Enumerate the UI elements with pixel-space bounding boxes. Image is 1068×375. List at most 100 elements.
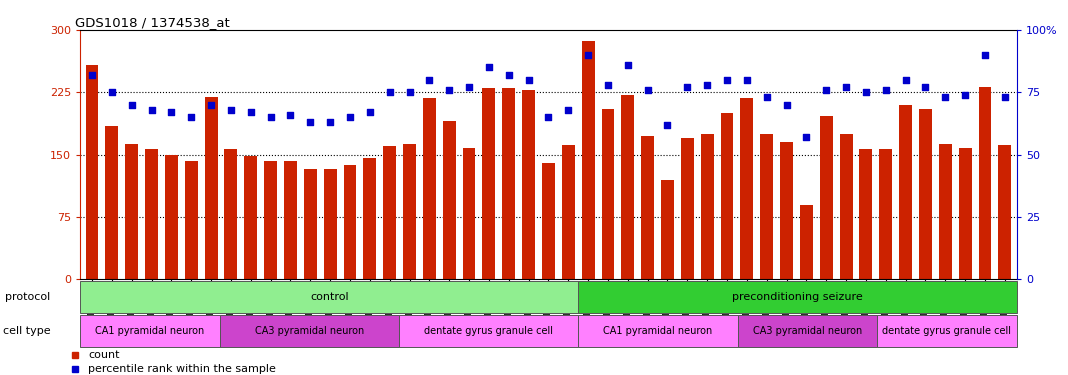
Point bbox=[400, 89, 418, 95]
Point bbox=[104, 89, 121, 95]
Bar bbox=[224, 149, 237, 279]
Text: percentile rank within the sample: percentile rank within the sample bbox=[88, 364, 276, 374]
Point bbox=[302, 119, 319, 125]
Point bbox=[162, 109, 179, 115]
Bar bbox=[324, 169, 336, 279]
Bar bbox=[383, 146, 396, 279]
Bar bbox=[661, 180, 674, 279]
Point bbox=[837, 84, 854, 90]
Bar bbox=[601, 109, 614, 279]
Point bbox=[500, 72, 517, 78]
Bar bbox=[106, 126, 119, 279]
Bar bbox=[800, 205, 813, 279]
Bar bbox=[641, 136, 654, 279]
Bar bbox=[738, 315, 877, 347]
Text: CA1 pyramidal neuron: CA1 pyramidal neuron bbox=[603, 326, 712, 336]
Bar bbox=[245, 156, 257, 279]
Point bbox=[123, 102, 140, 108]
Bar bbox=[399, 315, 578, 347]
Point bbox=[659, 122, 676, 128]
Bar bbox=[164, 154, 178, 279]
Bar bbox=[999, 145, 1011, 279]
Bar bbox=[721, 113, 734, 279]
Point bbox=[580, 52, 597, 58]
Point bbox=[639, 87, 656, 93]
Point bbox=[282, 112, 299, 118]
Text: control: control bbox=[310, 292, 348, 302]
Bar bbox=[701, 134, 713, 279]
Bar bbox=[681, 138, 694, 279]
Point bbox=[183, 114, 200, 120]
Bar bbox=[780, 142, 794, 279]
Bar bbox=[363, 158, 376, 279]
Text: preconditioning seizure: preconditioning seizure bbox=[733, 292, 863, 302]
Text: CA3 pyramidal neuron: CA3 pyramidal neuron bbox=[254, 326, 364, 336]
Bar bbox=[622, 95, 634, 279]
Text: dentate gyrus granule cell: dentate gyrus granule cell bbox=[424, 326, 553, 336]
Bar bbox=[578, 281, 1017, 313]
Bar bbox=[443, 122, 456, 279]
Point bbox=[560, 107, 577, 113]
Bar bbox=[582, 41, 595, 279]
Text: cell type: cell type bbox=[2, 326, 50, 336]
Bar bbox=[284, 161, 297, 279]
Point bbox=[758, 94, 775, 100]
Bar bbox=[403, 144, 415, 279]
Bar bbox=[562, 145, 575, 279]
Point bbox=[203, 102, 220, 108]
Point bbox=[858, 89, 875, 95]
Bar bbox=[918, 109, 932, 279]
Point bbox=[342, 114, 359, 120]
Bar bbox=[344, 165, 357, 279]
Bar bbox=[483, 88, 496, 279]
Point bbox=[937, 94, 954, 100]
Bar bbox=[80, 281, 578, 313]
Point bbox=[421, 77, 438, 83]
Point bbox=[818, 87, 835, 93]
Bar bbox=[85, 65, 98, 279]
Text: protocol: protocol bbox=[5, 292, 50, 302]
Point bbox=[520, 77, 537, 83]
Text: count: count bbox=[88, 350, 120, 360]
Bar bbox=[760, 134, 773, 279]
Point bbox=[917, 84, 934, 90]
Bar bbox=[879, 149, 892, 279]
Bar bbox=[462, 148, 475, 279]
Bar bbox=[860, 149, 873, 279]
Bar bbox=[839, 134, 852, 279]
Bar bbox=[220, 315, 399, 347]
Bar bbox=[125, 144, 138, 279]
Point bbox=[481, 64, 498, 70]
Point bbox=[976, 52, 993, 58]
Point bbox=[222, 107, 239, 113]
Point bbox=[957, 92, 974, 98]
Point bbox=[698, 82, 716, 88]
Point bbox=[143, 107, 160, 113]
Bar bbox=[978, 87, 991, 279]
Point bbox=[996, 94, 1014, 100]
Bar bbox=[899, 105, 912, 279]
Bar bbox=[820, 116, 833, 279]
Point bbox=[262, 114, 279, 120]
Point bbox=[381, 89, 398, 95]
Bar bbox=[877, 315, 1017, 347]
Bar bbox=[959, 148, 972, 279]
Point bbox=[798, 134, 815, 140]
Point bbox=[441, 87, 458, 93]
Bar bbox=[502, 88, 515, 279]
Point bbox=[321, 119, 339, 125]
Bar bbox=[303, 169, 317, 279]
Text: GDS1018 / 1374538_at: GDS1018 / 1374538_at bbox=[76, 16, 231, 29]
Bar bbox=[185, 161, 198, 279]
Point bbox=[679, 84, 696, 90]
Point bbox=[460, 84, 477, 90]
Point bbox=[619, 62, 637, 68]
Bar bbox=[205, 96, 218, 279]
Point bbox=[242, 109, 260, 115]
Bar bbox=[939, 144, 952, 279]
Text: CA1 pyramidal neuron: CA1 pyramidal neuron bbox=[95, 326, 204, 336]
Point bbox=[539, 114, 557, 120]
Point bbox=[877, 87, 894, 93]
Bar bbox=[578, 315, 738, 347]
Bar bbox=[522, 90, 535, 279]
